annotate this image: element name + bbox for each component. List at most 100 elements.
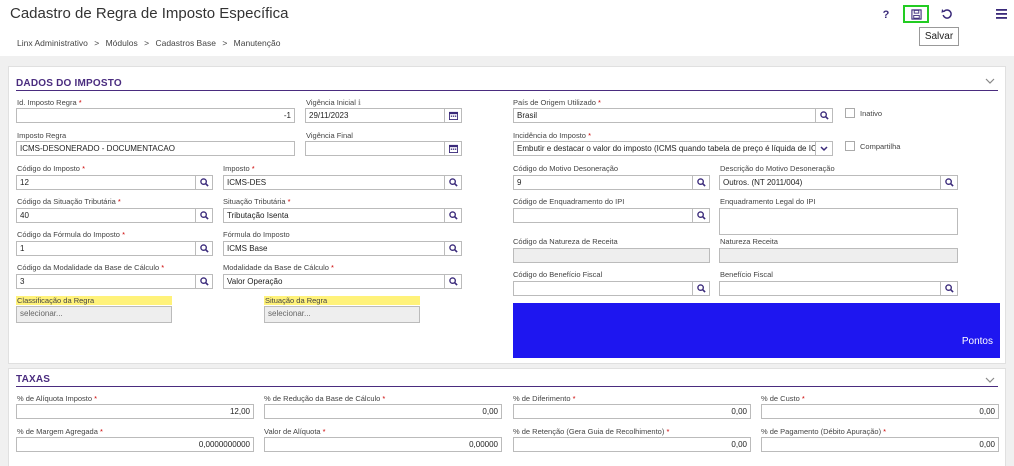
- cod-enq-ipi-search-button[interactable]: [693, 208, 710, 223]
- enq-legal-ipi-field[interactable]: [719, 208, 958, 235]
- modalidade-field[interactable]: Valor Operação: [223, 274, 445, 289]
- label-reducao: % de Redução da Base de Cálculo *: [264, 394, 386, 403]
- search-icon: [199, 211, 209, 220]
- label-beneficio: Benefício Fiscal: [720, 270, 773, 279]
- imposto-search-button[interactable]: [445, 175, 462, 190]
- search-icon: [448, 244, 458, 253]
- reducao-field[interactable]: 0,00: [264, 404, 502, 419]
- label-desc-motivo: Descrição do Motivo Desoneração: [720, 164, 835, 173]
- cod-natureza-field: [513, 248, 710, 263]
- cod-modalidade-field[interactable]: 3: [16, 274, 196, 289]
- page-title: Cadastro de Regra de Imposto Específica: [10, 5, 289, 22]
- codigo-imposto-field[interactable]: 12: [16, 175, 196, 190]
- vigencia-final-field[interactable]: [305, 141, 445, 156]
- save-button[interactable]: [903, 5, 929, 23]
- situacao-tributaria-search-button[interactable]: [445, 208, 462, 223]
- cod-motivo-search-button[interactable]: [693, 175, 710, 190]
- imposto-regra-field[interactable]: ICMS-DESONERADO - DOCUMENTACAO: [16, 141, 295, 156]
- cod-motivo-field[interactable]: 9: [513, 175, 693, 190]
- retencao-field[interactable]: 0,00: [513, 437, 751, 452]
- label-vigencia-inicial: Vigência Inicial ℹ: [306, 98, 361, 107]
- cst-field[interactable]: 40: [16, 208, 196, 223]
- desc-motivo-field[interactable]: Outros. (NT 2011/004): [719, 175, 941, 190]
- label-cod-formula: Código da Fórmula do Imposto *: [17, 230, 125, 239]
- custo-field[interactable]: 0,00: [761, 404, 999, 419]
- label-incidencia: Incidência do Imposto *: [513, 131, 591, 140]
- label-situacao-tributaria: Situação Tributária *: [223, 197, 291, 206]
- label-cod-motivo: Código do Motivo Desoneração: [513, 164, 619, 173]
- beneficio-field[interactable]: [719, 281, 941, 296]
- breadcrumb-separator: >: [144, 38, 150, 48]
- label-margem: % de Margem Agregada *: [17, 427, 103, 436]
- breadcrumb-separator: >: [94, 38, 100, 48]
- label-custo: % de Custo *: [761, 394, 805, 403]
- pagamento-field[interactable]: 0,00: [761, 437, 999, 452]
- cst-search-button[interactable]: [196, 208, 213, 223]
- search-icon: [448, 277, 458, 286]
- beneficio-search-button[interactable]: [941, 281, 958, 296]
- label-cod-beneficio: Código do Benefício Fiscal: [513, 270, 603, 279]
- formula-field[interactable]: ICMS Base: [223, 241, 445, 256]
- calendar-icon: [448, 144, 458, 153]
- aliquota-field[interactable]: 12,00: [16, 404, 254, 419]
- label-vigencia-final: Vigência Final: [306, 131, 353, 140]
- breadcrumb-item[interactable]: Cadastros Base: [155, 38, 216, 48]
- save-tooltip: Salvar: [919, 27, 959, 46]
- vigencia-inicial-calendar-button[interactable]: [445, 108, 462, 123]
- search-icon: [696, 178, 706, 187]
- search-icon: [696, 284, 706, 293]
- search-icon: [199, 277, 209, 286]
- incidencia-select[interactable]: Embutir e destacar o valor do imposto (I…: [513, 141, 816, 156]
- pais-field[interactable]: Brasil: [513, 108, 816, 123]
- incidencia-dropdown-button[interactable]: [816, 141, 833, 156]
- formula-search-button[interactable]: [445, 241, 462, 256]
- valor-aliquota-field[interactable]: 0,00000: [264, 437, 502, 452]
- diferimento-field[interactable]: 0,00: [513, 404, 751, 419]
- breadcrumb-item[interactable]: Linx Administrativo: [17, 38, 88, 48]
- search-icon: [819, 111, 829, 120]
- codigo-imposto-search-button[interactable]: [196, 175, 213, 190]
- search-icon: [448, 211, 458, 220]
- label-retencao: % de Retenção (Gera Guia de Recolhimento…: [513, 427, 670, 436]
- breadcrumb-item[interactable]: Módulos: [105, 38, 138, 48]
- label-modalidade: Modalidade da Base de Cálculo *: [223, 263, 334, 272]
- margem-field[interactable]: 0,0000000000: [16, 437, 254, 452]
- cod-beneficio-field[interactable]: [513, 281, 693, 296]
- section-divider: [16, 386, 998, 387]
- collapse-chevron-icon[interactable]: [985, 78, 995, 85]
- vigencia-final-calendar-button[interactable]: [445, 141, 462, 156]
- pontos-label: Pontos: [961, 336, 993, 347]
- cod-formula-field[interactable]: 1: [16, 241, 196, 256]
- menu-button[interactable]: [994, 7, 1008, 21]
- situacao-regra-select[interactable]: selecionar...: [264, 306, 420, 323]
- cod-beneficio-search-button[interactable]: [693, 281, 710, 296]
- label-cst: Código da Situação Tributária *: [17, 197, 121, 206]
- label-diferimento: % de Diferimento *: [513, 394, 576, 403]
- classificacao-select[interactable]: selecionar...: [16, 306, 172, 323]
- floppy-disk-icon: [910, 8, 922, 20]
- pais-search-button[interactable]: [816, 108, 833, 123]
- inativo-checkbox[interactable]: [845, 108, 855, 118]
- label-cod-enq-ipi: Código de Enquadramento do IPI: [513, 197, 625, 206]
- label-natureza: Natureza Receita: [720, 237, 778, 246]
- label-valor-aliquota: Valor de Alíquota *: [264, 427, 326, 436]
- desc-motivo-search-button[interactable]: [941, 175, 958, 190]
- id-regra-field[interactable]: -1: [16, 108, 295, 123]
- compartilha-checkbox[interactable]: [845, 141, 855, 151]
- breadcrumb: Linx Administrativo > Módulos > Cadastro…: [17, 38, 280, 48]
- imposto-field[interactable]: ICMS-DES: [223, 175, 445, 190]
- cod-modalidade-search-button[interactable]: [196, 274, 213, 289]
- refresh-button[interactable]: [940, 7, 954, 21]
- collapse-chevron-icon[interactable]: [985, 377, 995, 384]
- modalidade-search-button[interactable]: [445, 274, 462, 289]
- situacao-tributaria-field[interactable]: Tributação Isenta: [223, 208, 445, 223]
- hamburger-icon: [995, 9, 1007, 19]
- pontos-panel[interactable]: Pontos: [513, 303, 1000, 358]
- cod-enq-ipi-field[interactable]: [513, 208, 693, 223]
- vigencia-inicial-field[interactable]: 29/11/2023: [305, 108, 445, 123]
- cod-formula-search-button[interactable]: [196, 241, 213, 256]
- label-cod-natureza: Código da Natureza de Receita: [513, 237, 618, 246]
- dados-section-title: DADOS DO IMPOSTO: [16, 78, 122, 89]
- natureza-field: [719, 248, 958, 263]
- help-button[interactable]: ?: [882, 9, 890, 21]
